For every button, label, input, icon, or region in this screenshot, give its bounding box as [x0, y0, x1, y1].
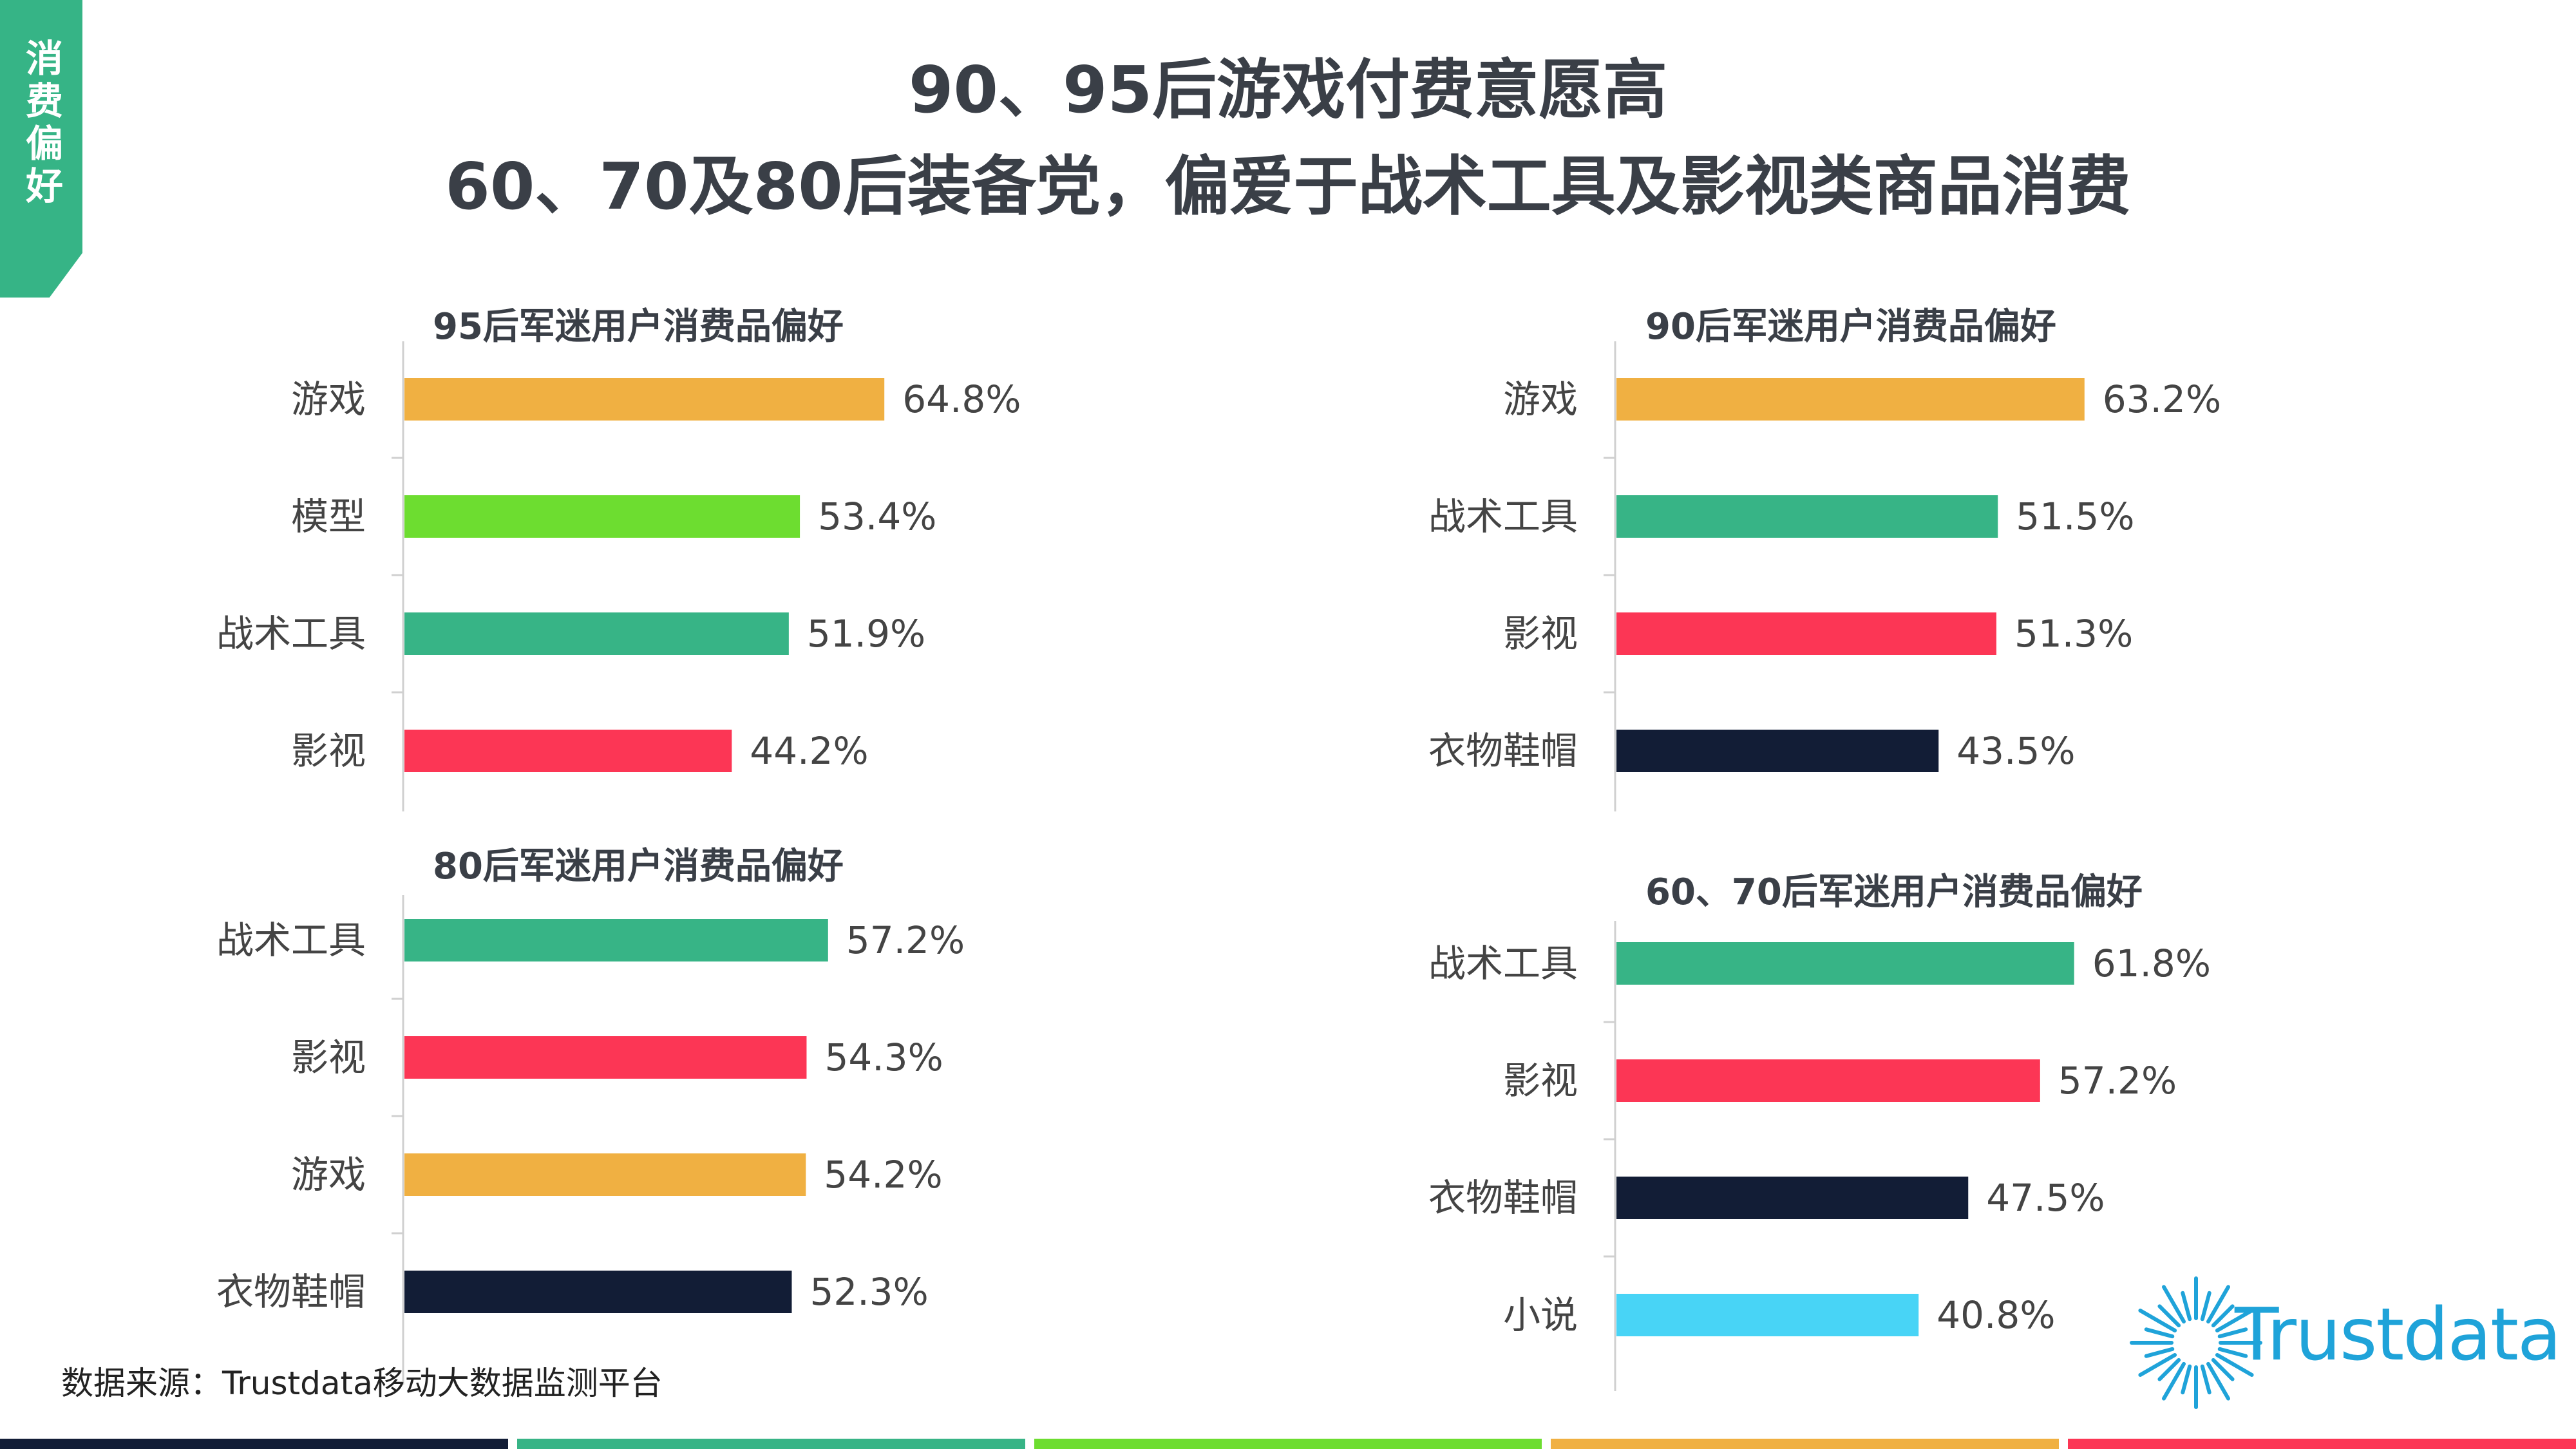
bar	[1616, 495, 1998, 538]
chart-title-95: 95后军迷用户消费品偏好	[433, 306, 844, 348]
chart-6070-after: 战术工具 61.8% 影视 57.2% 衣物鞋帽 47.5% 小说 40.8%	[1428, 921, 2211, 1391]
data-source: 数据来源：Trustdata移动大数据监测平台	[61, 1365, 663, 1402]
bar	[1616, 730, 1939, 772]
logo-burst-icon	[2130, 1276, 2262, 1409]
category-label: 战术工具	[1428, 942, 1578, 985]
logo-ray	[2211, 1358, 2235, 1381]
value-label: 43.5%	[1956, 729, 2075, 773]
value-label: 53.4%	[818, 495, 936, 538]
logo-ray	[2162, 1361, 2186, 1401]
value-label: 40.8%	[1937, 1293, 2055, 1337]
logo-ray	[2215, 1353, 2254, 1377]
category-label: 游戏	[291, 377, 366, 421]
logo-ray	[2200, 1291, 2211, 1321]
footer-color-bar	[0, 1439, 2576, 1449]
value-label: 57.2%	[846, 918, 965, 962]
value-label: 47.5%	[1986, 1176, 2105, 1220]
chart-80-after: 战术工具 57.2% 影视 54.3% 游戏 54.2% 衣物鞋帽 52.3%	[216, 895, 965, 1385]
footer-color-segment	[516, 1439, 1025, 1449]
logo-ray	[2206, 1285, 2230, 1324]
chart-title-80: 80后军迷用户消费品偏好	[433, 846, 844, 887]
category-label: 战术工具	[1428, 495, 1578, 538]
footer-color-segment	[1034, 1439, 1542, 1449]
value-label: 54.2%	[824, 1153, 942, 1197]
category-label: 影视	[1503, 1059, 1578, 1103]
bar	[1616, 378, 2085, 421]
footer-color-segment	[0, 1439, 508, 1449]
logo-ray	[2217, 1327, 2248, 1339]
bar	[404, 1036, 807, 1079]
category-label: 衣物鞋帽	[1428, 1176, 1578, 1220]
value-label: 54.3%	[824, 1036, 943, 1079]
page-title-line2: 60、70及80后装备党，偏爱于战术工具及影视类商品消费	[445, 149, 2131, 224]
value-label: 61.8%	[2092, 942, 2211, 985]
category-label: 影视	[291, 729, 366, 773]
category-label: 衣物鞋帽	[1428, 729, 1578, 773]
bar	[404, 1153, 806, 1196]
value-label: 63.2%	[2103, 377, 2221, 421]
logo-ray	[2181, 1291, 2192, 1321]
category-label: 衣物鞋帽	[216, 1270, 366, 1314]
bar	[404, 612, 789, 655]
section-tab: 消费偏好	[0, 0, 82, 298]
chart-90-after: 游戏 63.2% 战术工具 51.5% 影视 51.3% 衣物鞋帽 43.5%	[1428, 341, 2221, 811]
logo-ray	[2181, 1364, 2192, 1395]
value-label: 64.8%	[902, 377, 1021, 421]
logo-ray	[2162, 1285, 2186, 1324]
section-tab-label: 消费偏好	[19, 39, 63, 209]
logo-ray	[2206, 1361, 2230, 1401]
value-label: 51.3%	[2014, 612, 2133, 656]
category-label: 游戏	[291, 1153, 366, 1197]
bar	[404, 1271, 792, 1313]
footer-color-segment	[2068, 1439, 2576, 1449]
logo-ray	[2157, 1358, 2181, 1381]
bar	[404, 919, 828, 961]
logo-ray	[2217, 1347, 2248, 1358]
bar	[404, 495, 800, 538]
footer-color-segment	[1551, 1439, 2060, 1449]
category-label: 战术工具	[216, 612, 366, 656]
bar	[1616, 1177, 1969, 1219]
chart-title-6070: 60、70后军迷用户消费品偏好	[1645, 871, 2143, 913]
logo-ray	[2200, 1364, 2211, 1395]
category-label: 影视	[1503, 612, 1578, 656]
category-label: 小说	[1503, 1293, 1578, 1337]
bar	[1616, 942, 2074, 985]
trustdata-logo: Trustdata	[2125, 1275, 2562, 1410]
bar	[404, 730, 732, 772]
logo-text: Trustdata	[2235, 1293, 2562, 1377]
chart-title-90: 90后军迷用户消费品偏好	[1645, 306, 2056, 348]
logo-ray	[2157, 1304, 2181, 1328]
bar	[1616, 1294, 1919, 1336]
category-label: 模型	[291, 495, 366, 538]
bar	[404, 378, 885, 421]
bar	[1616, 1059, 2040, 1102]
logo-ray	[2144, 1347, 2175, 1358]
logo-ray	[2144, 1327, 2175, 1339]
value-label: 44.2%	[750, 729, 868, 773]
logo-ray	[2138, 1309, 2177, 1332]
value-label: 52.3%	[810, 1270, 928, 1314]
category-label: 战术工具	[216, 918, 366, 962]
logo-ray	[2211, 1304, 2235, 1328]
chart-95-after: 游戏 64.8% 模型 53.4% 战术工具 51.9% 影视 44.2%	[216, 341, 1021, 811]
value-label: 51.5%	[2016, 495, 2134, 538]
bar	[1616, 612, 1996, 655]
logo-ray	[2138, 1353, 2177, 1377]
category-label: 影视	[291, 1036, 366, 1079]
value-label: 51.9%	[807, 612, 925, 656]
page-title-line1: 90、95后游戏付费意愿高	[908, 52, 1668, 128]
value-label: 57.2%	[2058, 1059, 2177, 1103]
logo-ray	[2215, 1309, 2254, 1332]
category-label: 游戏	[1503, 377, 1578, 421]
